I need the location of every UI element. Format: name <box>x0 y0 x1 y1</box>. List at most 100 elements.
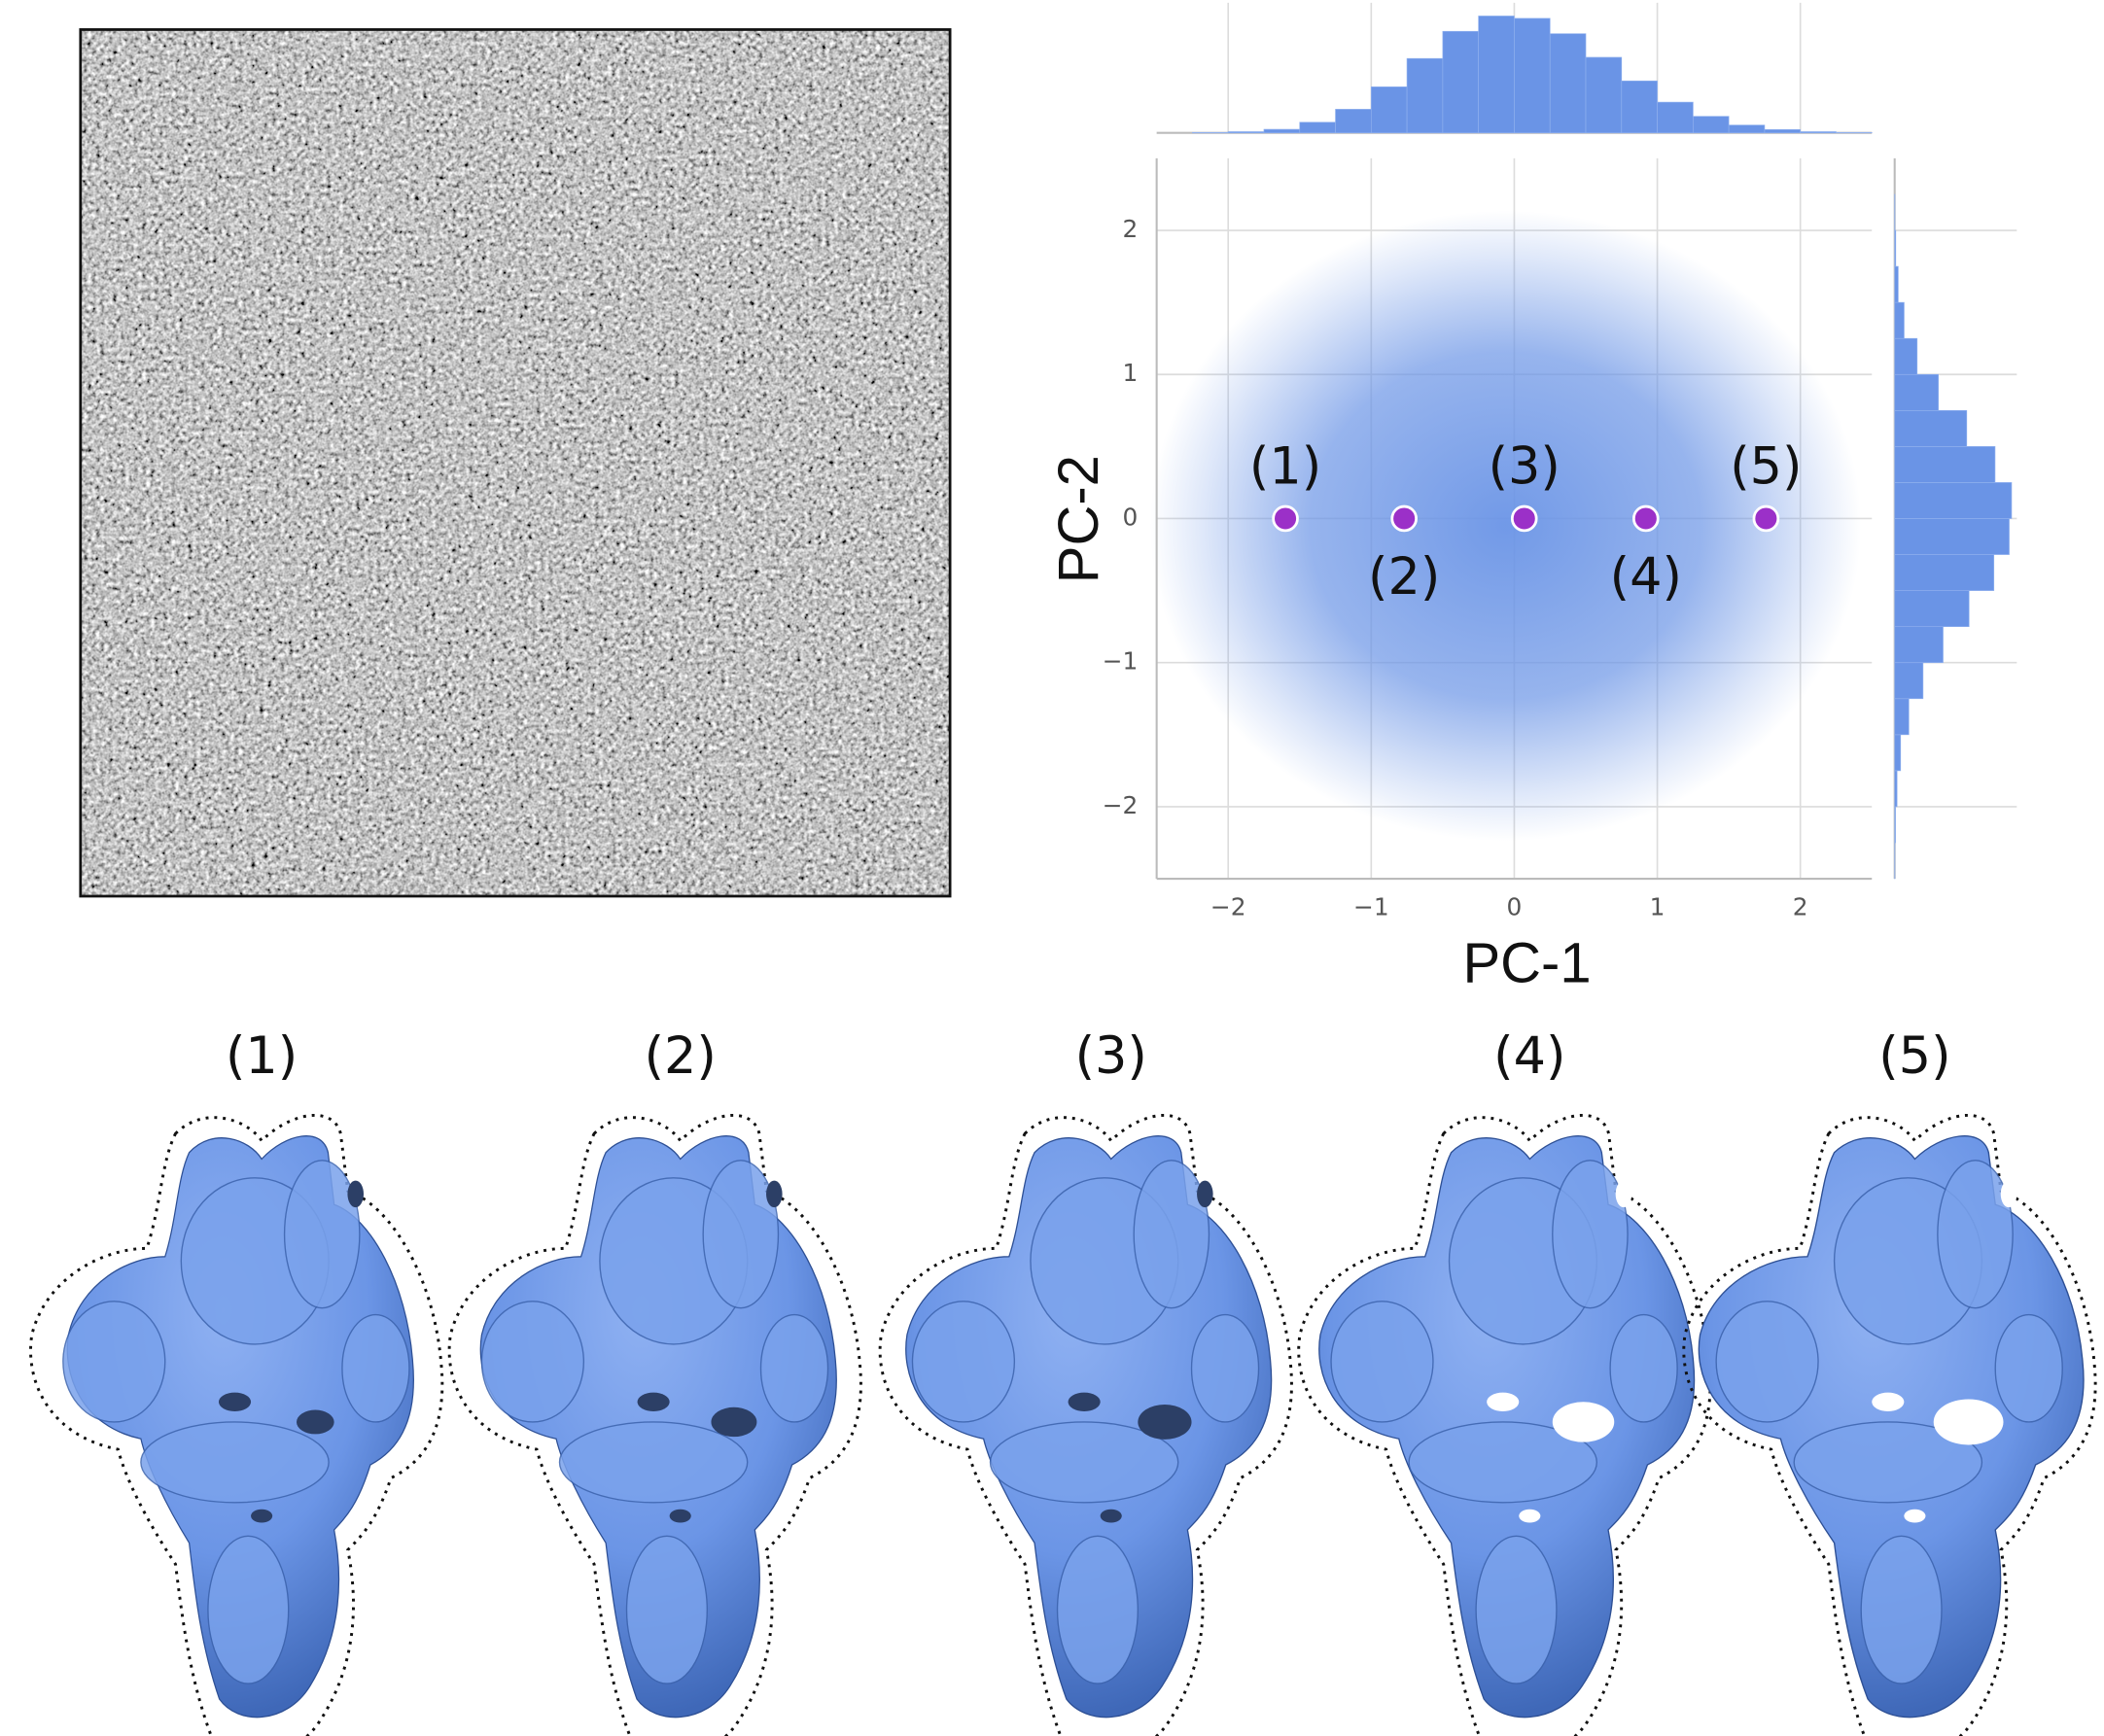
panel-label: (2) <box>645 1026 717 1086</box>
y-axis-label: PC-2 <box>1048 455 1110 583</box>
highlight-point <box>1633 506 1658 531</box>
map-hole <box>347 1181 364 1208</box>
y-hist-bar <box>1895 374 1939 410</box>
point-label: (5) <box>1730 437 1802 497</box>
map-lobe <box>1192 1315 1259 1422</box>
y-hist-bar <box>1895 482 2012 518</box>
map-hole <box>670 1510 691 1523</box>
density-map <box>1684 1115 2095 1736</box>
x-hist-bar <box>1765 129 1801 132</box>
map-lobe <box>1995 1315 2062 1422</box>
map-hole <box>1197 1181 1213 1208</box>
map-hole <box>1138 1405 1191 1440</box>
map-hole <box>1872 1393 1904 1411</box>
panel-label: (3) <box>1075 1026 1147 1086</box>
map-hole <box>1487 1393 1519 1411</box>
x-hist-bar <box>1586 57 1622 133</box>
y-tick-label: 0 <box>1123 503 1139 531</box>
map-lobe <box>1938 1161 2013 1308</box>
map-hole <box>1101 1510 1122 1523</box>
point-label: (4) <box>1610 547 1682 607</box>
y-hist-bar <box>1895 627 1944 663</box>
map-lobe <box>703 1161 778 1308</box>
y-hist-bar <box>1895 699 1910 735</box>
map-lobe <box>627 1536 708 1684</box>
y-hist-bar <box>1895 446 1995 482</box>
map-hole <box>251 1510 272 1523</box>
x-hist-bar <box>1479 16 1515 132</box>
map-hole <box>766 1181 783 1208</box>
density-maps: (1) (2) (3) (4) (5) <box>31 1026 2096 1736</box>
map-lobe <box>1058 1536 1139 1684</box>
map-hole <box>297 1410 334 1435</box>
density-map <box>1299 1115 1710 1736</box>
y-hist-bar <box>1895 735 1901 771</box>
map-hole <box>1616 1181 1632 1208</box>
map-lobe <box>1331 1302 1433 1422</box>
x-tick-label: −2 <box>1210 892 1246 920</box>
highlight-point <box>1392 506 1417 531</box>
y-hist-bar <box>1895 410 1967 446</box>
y-tick-label: −1 <box>1103 647 1139 676</box>
map-lobe <box>1134 1161 1209 1308</box>
density-map <box>31 1115 442 1736</box>
y-hist-bar <box>1895 338 1917 374</box>
panel-label: (4) <box>1493 1026 1565 1086</box>
y-hist-bar <box>1895 771 1897 807</box>
point-label: (1) <box>1249 437 1321 497</box>
density-map <box>449 1115 860 1736</box>
highlight-point <box>1512 506 1536 531</box>
y-hist-bar <box>1895 807 1896 843</box>
map-lobe <box>1553 1161 1628 1308</box>
map-hole <box>638 1393 670 1411</box>
y-hist-bar <box>1895 518 2010 554</box>
map-lobe <box>1610 1315 1677 1422</box>
x-axis-label: PC-1 <box>1463 932 1592 994</box>
x-hist-bar <box>1371 87 1407 132</box>
panel-label: (5) <box>1878 1026 1950 1086</box>
y-hist-bar <box>1895 266 1899 302</box>
y-tick-label: 1 <box>1123 359 1139 387</box>
map-lobe <box>1476 1536 1557 1684</box>
map-hole <box>711 1407 756 1437</box>
map-lobe <box>342 1315 409 1422</box>
panel-label: (1) <box>226 1026 298 1086</box>
map-lobe <box>1861 1536 1942 1684</box>
scatter-cloud <box>1150 211 1861 842</box>
map-lobe <box>285 1161 360 1308</box>
y-hist-bar <box>1895 555 1994 591</box>
figure: PC-1 PC-2 (1) (2) (3) (4) (5) −2 −1 0 1 2 −2 −1 0 1 2… <box>0 0 2104 1736</box>
x-hist-bar <box>1550 34 1586 133</box>
x-tick-label: 1 <box>1650 892 1666 920</box>
micrograph <box>81 29 950 896</box>
map-lobe <box>761 1315 828 1422</box>
x-tick-label: 0 <box>1507 892 1523 920</box>
highlight-point <box>1754 506 1778 531</box>
x-hist-bar <box>1658 102 1694 133</box>
y-hist-bar <box>1895 302 1905 338</box>
x-hist-bar <box>1407 58 1443 133</box>
y-tick-label: −2 <box>1103 791 1139 819</box>
x-hist-bar <box>1264 129 1300 133</box>
highlight-point <box>1274 506 1298 531</box>
x-hist-bar <box>1443 31 1479 132</box>
map-hole <box>1934 1400 2004 1445</box>
y-hist-bar <box>1895 663 1923 699</box>
map-lobe <box>912 1302 1014 1422</box>
x-hist-bar <box>1693 117 1729 133</box>
density-map <box>880 1115 1291 1736</box>
page: PC-1 PC-2 (1) (2) (3) (4) (5) −2 −1 0 1 2 −2 −1 0 1 2… <box>0 0 2104 1736</box>
x-hist-bar <box>1514 18 1550 133</box>
x-hist-bar <box>1622 81 1658 132</box>
x-tick-label: −1 <box>1353 892 1389 920</box>
map-lobe <box>141 1422 329 1503</box>
x-hist-bar <box>1336 109 1372 132</box>
y-hist-bar <box>1895 591 1970 627</box>
map-hole <box>1069 1393 1101 1411</box>
x-tick-label: 2 <box>1793 892 1808 920</box>
map-hole <box>2001 1181 2017 1208</box>
point-label: (3) <box>1489 437 1560 497</box>
map-lobe <box>481 1302 583 1422</box>
y-tick-label: 2 <box>1123 215 1139 243</box>
x-hist-bar <box>1801 131 1837 132</box>
